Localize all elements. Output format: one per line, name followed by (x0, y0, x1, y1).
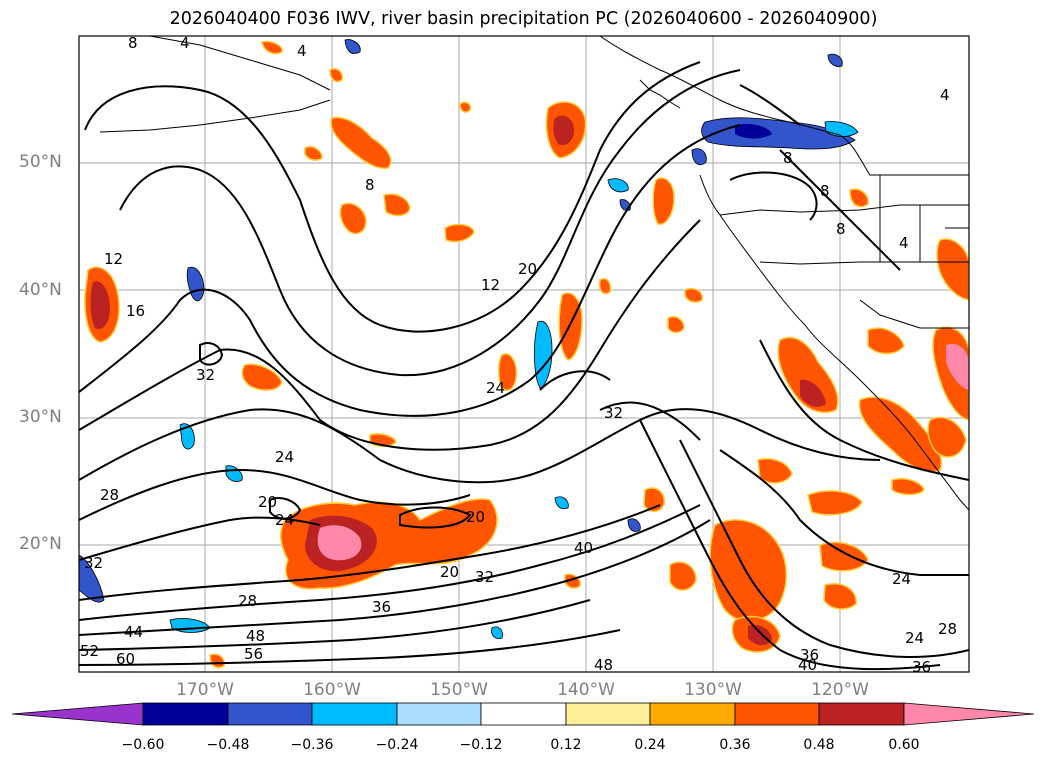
patch-mexico (858, 396, 943, 473)
contour-label: 20 (466, 508, 485, 526)
patch-north-1 (330, 116, 392, 169)
contour-label: 28 (100, 486, 119, 504)
contour-label: 32 (604, 404, 623, 422)
colorbar-bin (480, 702, 567, 726)
contour-label: 24 (275, 511, 294, 529)
contour-label: 44 (124, 623, 143, 641)
colorbar-bin (565, 702, 651, 726)
contour-label: 20 (440, 563, 459, 581)
colorbar-tick-label: 0.24 (634, 737, 666, 753)
contour-label: 36 (372, 598, 391, 616)
colorbar-tick-label: −0.36 (290, 737, 334, 753)
contour-label: 24 (486, 379, 505, 397)
patch-california (777, 336, 839, 414)
contour-label: 8 (365, 176, 375, 194)
colorbar-bin (734, 702, 820, 726)
contour-label: 40 (798, 656, 817, 674)
contour-label: 32 (196, 366, 215, 384)
colorbar-tick-label: 0.60 (888, 737, 920, 753)
precip-positive-anomalies (84, 40, 969, 669)
lat-tick-label: 30°N (19, 407, 62, 427)
contour-label: 36 (912, 658, 931, 676)
colorbar-tick-label: −0.24 (375, 737, 419, 753)
contour-label: 8 (128, 34, 138, 52)
contour-label: 48 (246, 627, 265, 645)
lon-tick-label: 120°W (811, 680, 869, 700)
contour-label: 8 (836, 220, 846, 238)
colorbar-bin (818, 702, 905, 726)
map-frame (78, 35, 970, 673)
colorbar-bin (396, 702, 482, 726)
contour-label: 4 (899, 234, 909, 252)
contour-label: 32 (84, 554, 103, 572)
contour-label: 20 (258, 493, 277, 511)
lon-tick-label: 150°W (430, 680, 488, 700)
lat-tick-label: 20°N (19, 534, 62, 554)
colorbar-extend-min (11, 702, 144, 726)
contour-label: 52 (80, 642, 99, 660)
patch-gulf-alaska-red (553, 115, 574, 146)
colorbar-tick-label: 0.48 (803, 737, 835, 753)
contour-label: 4 (180, 34, 190, 52)
colorbar-bin (142, 702, 229, 726)
contour-label: 28 (938, 620, 957, 638)
contour-label: 40 (574, 539, 593, 557)
contour-label: 24 (892, 570, 911, 588)
contour-label: 28 (238, 592, 257, 610)
colorbar-bin (311, 702, 398, 726)
colorbar-tick-label: −0.60 (121, 737, 165, 753)
coastlines (99, 36, 969, 511)
lon-tick-label: 160°W (303, 680, 361, 700)
patch-west-40n-red (90, 281, 110, 330)
patch-hawaii-pink (317, 525, 362, 561)
colorbar-bin (649, 702, 736, 726)
contour-label: 56 (244, 645, 263, 663)
contour-label: 4 (297, 42, 307, 60)
contour-label: 32 (475, 568, 494, 586)
colorbar-bin (227, 702, 313, 726)
colorbar-tick-label: 0.36 (719, 737, 751, 753)
lat-tick-label: 40°N (19, 280, 62, 300)
contour-label: 24 (905, 629, 924, 647)
iwv-contours (79, 61, 969, 671)
contour-label: 8 (783, 149, 793, 167)
contour-labels: 8 4 4 8 8 8 8 4 4 12 16 12 20 32 24 32 2… (80, 34, 957, 676)
colorbar-tick-label: −0.48 (206, 737, 250, 753)
lon-tick-label: 130°W (684, 680, 742, 700)
colorbar (11, 702, 1035, 726)
colorbar-tick-label: −0.12 (459, 737, 503, 753)
lat-tick-label: 50°N (19, 152, 62, 172)
contour-label: 4 (940, 86, 950, 104)
colorbar-extend-max (903, 702, 1035, 726)
chart-title: 2026040400 F036 IWV, river basin precipi… (169, 9, 878, 29)
contour-label: 60 (116, 650, 135, 668)
contour-label: 8 (820, 182, 830, 200)
lon-tick-label: 170°W (176, 680, 234, 700)
contour-label: 48 (594, 656, 613, 674)
contour-label: 12 (104, 250, 123, 268)
contour-label: 12 (481, 276, 500, 294)
colorbar-tick-label: 0.12 (550, 737, 582, 753)
contour-label: 20 (518, 260, 537, 278)
contour-label: 16 (126, 302, 145, 320)
contour-label: 36 (800, 646, 819, 664)
contour-label: 24 (275, 448, 294, 466)
lon-tick-label: 140°W (557, 680, 615, 700)
